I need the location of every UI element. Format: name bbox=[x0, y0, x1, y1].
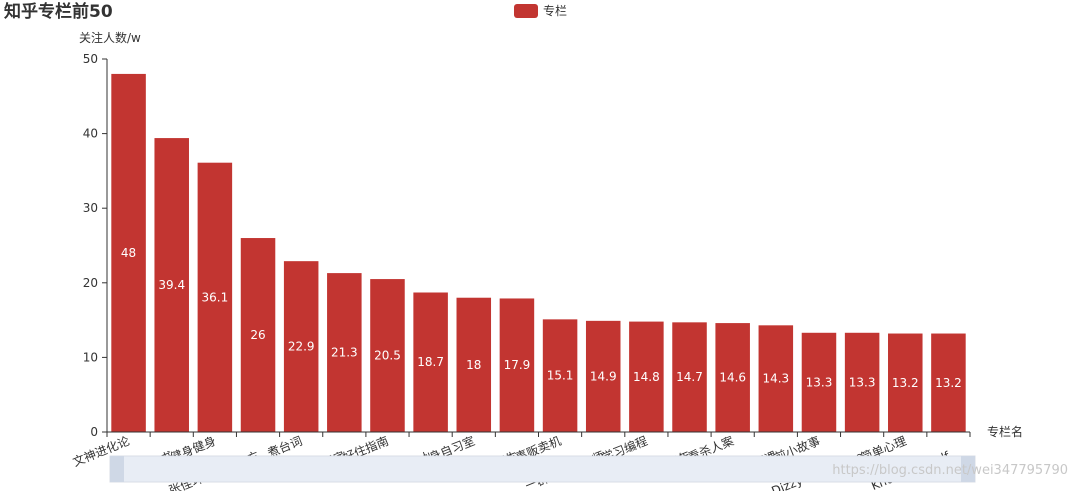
bar-value-label: 18.7 bbox=[417, 355, 444, 369]
bar-value-label: 39.4 bbox=[158, 278, 185, 292]
bar[interactable] bbox=[111, 73, 146, 433]
y-tick-label: 20 bbox=[83, 276, 98, 290]
bar-value-label: 15.1 bbox=[547, 369, 574, 383]
x-axis-name: 专栏名 bbox=[987, 424, 1023, 439]
y-tick-label: 30 bbox=[83, 201, 98, 215]
bar-value-label: 14.8 bbox=[633, 370, 660, 384]
y-tick-label: 40 bbox=[83, 127, 98, 141]
bar[interactable] bbox=[283, 261, 319, 432]
bar[interactable] bbox=[629, 321, 664, 432]
bar[interactable] bbox=[758, 325, 794, 432]
bar[interactable] bbox=[801, 332, 837, 432]
bar[interactable] bbox=[844, 332, 880, 432]
y-axis: 0 10 20 30 40 50 bbox=[83, 52, 108, 439]
bar[interactable] bbox=[585, 320, 621, 432]
bar-value-label: 13.3 bbox=[806, 375, 833, 389]
bar-value-label: 21.3 bbox=[331, 346, 358, 360]
bar-value-label: 18 bbox=[466, 358, 481, 372]
bar[interactable] bbox=[931, 333, 966, 432]
y-tick-label: 10 bbox=[83, 350, 98, 364]
bar-value-label: 14.3 bbox=[762, 372, 789, 386]
bar-value-label: 14.6 bbox=[719, 371, 746, 385]
bar[interactable] bbox=[370, 279, 405, 432]
bar[interactable] bbox=[413, 292, 448, 432]
zoom-slider-handle-right[interactable] bbox=[961, 456, 975, 482]
bar[interactable] bbox=[240, 238, 276, 432]
bar[interactable] bbox=[456, 297, 492, 432]
bar[interactable] bbox=[672, 322, 707, 432]
bar-value-label: 48 bbox=[121, 246, 136, 260]
bar[interactable] bbox=[888, 333, 923, 432]
bar-value-label: 17.9 bbox=[504, 358, 531, 372]
y-tick-label: 50 bbox=[83, 52, 98, 66]
bar-value-label: 36.1 bbox=[202, 290, 229, 304]
bar[interactable] bbox=[715, 323, 750, 432]
legend-swatch bbox=[514, 4, 538, 18]
bar[interactable] bbox=[327, 273, 362, 432]
scroll-zoom-slider[interactable] bbox=[109, 455, 976, 483]
watermark-text: https://blog.csdn.net/wei347795790 bbox=[832, 463, 1068, 478]
legend[interactable]: 专栏 bbox=[514, 3, 567, 18]
y-axis-name: 关注人数/w bbox=[79, 30, 141, 45]
y-tick-label: 0 bbox=[90, 425, 98, 439]
bar[interactable] bbox=[542, 319, 578, 432]
bar-value-label: 13.2 bbox=[892, 376, 919, 390]
legend-label: 专栏 bbox=[543, 3, 567, 18]
bar-value-label: 26 bbox=[250, 328, 265, 342]
bar-value-label: 22.9 bbox=[288, 340, 315, 354]
bar[interactable] bbox=[154, 138, 189, 433]
bar[interactable] bbox=[499, 298, 535, 432]
zoom-slider-handle-left[interactable] bbox=[110, 456, 124, 482]
chart-title: 知乎专栏前50 bbox=[3, 1, 113, 22]
bar-value-label: 14.7 bbox=[676, 370, 703, 384]
bar-value-label: 14.9 bbox=[590, 369, 617, 383]
bars: 48 39.4 36.1 26 22.9 21.3 20.5 18.7 18 17.9 15.1 14… bbox=[111, 73, 966, 433]
bar[interactable] bbox=[197, 162, 233, 432]
bar-value-label: 20.5 bbox=[374, 349, 401, 363]
bar-value-label: 13.3 bbox=[849, 375, 876, 389]
bar-value-label: 13.2 bbox=[935, 376, 962, 390]
